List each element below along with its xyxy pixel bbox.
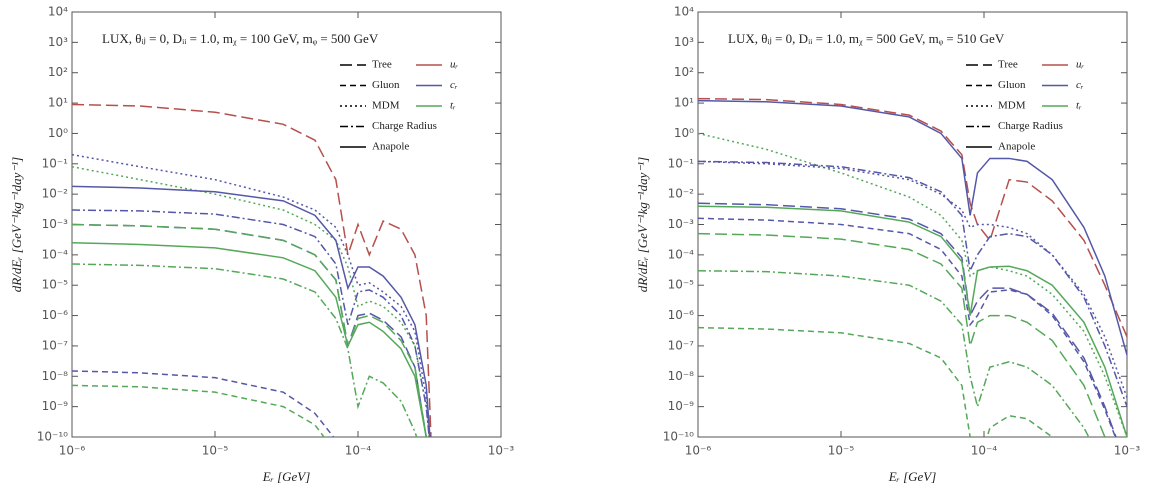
curve: [72, 209, 430, 437]
y-tick-label: 10⁰: [674, 126, 694, 140]
y-tick-label: 10⁻⁵: [42, 278, 69, 292]
curve: [698, 205, 1127, 437]
curve: [72, 242, 427, 437]
legend-style-label: Charge Radius: [998, 120, 1063, 132]
curve: [72, 370, 335, 437]
x-axis-label: Eᵣ [GeV]: [888, 469, 937, 484]
y-tick-label: 10⁻¹⁰: [663, 430, 694, 444]
curve: [72, 223, 427, 437]
x-tick-label: 10⁻⁵: [202, 444, 229, 458]
curve: [698, 160, 1127, 407]
y-tick-label: 10⁻⁶: [668, 308, 695, 322]
legend-style-label: Gluon: [998, 79, 1026, 91]
curve: [72, 165, 430, 437]
y-tick-label: 10⁻¹: [42, 156, 69, 170]
x-tick-label: 10⁻³: [1114, 444, 1141, 458]
y-tick-label: 10³: [674, 35, 694, 49]
curve: [72, 103, 432, 437]
legend-style-label: Tree: [998, 59, 1018, 71]
curve: [72, 223, 427, 437]
y-tick-label: 10⁻⁷: [668, 338, 695, 352]
curve: [698, 160, 1127, 398]
legend-color-label: tᵣ: [450, 100, 456, 112]
curves: [698, 97, 1127, 437]
legend-style-label: MDM: [372, 100, 400, 112]
legend-color-label: uᵣ: [450, 59, 459, 71]
y-tick-label: 10²: [674, 65, 694, 79]
x-tick-label: 10⁻⁴: [345, 444, 372, 458]
x-tick-label: 10⁻⁴: [971, 444, 998, 458]
curve: [698, 202, 1117, 437]
curve: [72, 384, 325, 437]
x-tick-label: 10⁻³: [488, 444, 515, 458]
y-tick-label: 10⁻¹: [668, 156, 695, 170]
legend-style-label: Tree: [372, 59, 392, 71]
y-tick-label: 10⁻⁵: [668, 278, 695, 292]
y-tick-label: 10⁻⁸: [42, 369, 69, 383]
curves: [72, 103, 432, 437]
y-axis-label: dR/dEᵣ [GeV⁻¹kg⁻¹day⁻¹]: [635, 157, 650, 292]
legend-style-label: MDM: [998, 100, 1026, 112]
curve: [698, 269, 1090, 437]
x-axis-label: Eᵣ [GeV]: [262, 469, 311, 484]
y-tick-label: 10⁴: [674, 5, 694, 19]
curve: [698, 97, 1127, 338]
x-tick-label: 10⁻⁶: [59, 444, 86, 458]
y-tick-label: 10⁻⁹: [42, 399, 69, 413]
y-tick-label: 10⁴: [48, 5, 68, 19]
y-tick-label: 10⁻³: [668, 217, 695, 231]
curve: [698, 99, 1127, 356]
legend-color-label: cᵣ: [1076, 79, 1084, 91]
legend-color-label: tᵣ: [1076, 100, 1082, 112]
y-tick-label: 10⁻⁸: [668, 369, 695, 383]
y-tick-label: 10⁻⁷: [42, 338, 69, 352]
curve: [698, 217, 1117, 437]
y-tick-label: 10⁻²: [42, 187, 69, 201]
curve: [698, 232, 1106, 437]
y-tick-label: 10⁻³: [42, 217, 69, 231]
legend-color-label: uᵣ: [1076, 59, 1085, 71]
curve: [72, 153, 431, 437]
y-tick-label: 10⁻¹⁰: [37, 430, 68, 444]
y-tick-label: 10¹: [48, 96, 68, 110]
legend-color-label: cᵣ: [450, 79, 458, 91]
x-tick-label: 10⁻⁶: [685, 444, 712, 458]
y-tick-label: 10⁻⁴: [42, 247, 69, 261]
legend-style-label: Anapole: [998, 141, 1035, 153]
legend-style-label: Anapole: [372, 141, 409, 153]
y-tick-label: 10¹: [674, 96, 694, 110]
annotation: LUX, θᵢⱼ = 0, Dᵢᵢ = 1.0, mᵪ = 500 GeV, m…: [728, 31, 1005, 46]
curve: [72, 263, 418, 437]
y-tick-label: 10²: [48, 65, 68, 79]
annotation: LUX, θᵢⱼ = 0, Dᵢᵢ = 1.0, mᵪ = 100 GeV, m…: [102, 31, 379, 46]
plot-frame: [697, 11, 1128, 438]
curve: [698, 326, 1054, 437]
y-tick-label: 10⁻²: [668, 187, 695, 201]
y-tick-label: 10⁻⁶: [42, 308, 69, 322]
legend-style-label: Charge Radius: [372, 120, 437, 132]
y-tick-label: 10⁰: [48, 126, 68, 140]
x-tick-label: 10⁻⁵: [828, 444, 855, 458]
y-tick-label: 10⁻⁴: [668, 247, 695, 261]
curve: [72, 185, 431, 437]
y-tick-label: 10⁻⁹: [668, 399, 695, 413]
legend-style-label: Gluon: [372, 79, 400, 91]
y-axis-label: dR/dEᵣ [GeV⁻¹kg⁻¹day⁻¹]: [9, 157, 24, 292]
y-tick-label: 10³: [48, 35, 68, 49]
